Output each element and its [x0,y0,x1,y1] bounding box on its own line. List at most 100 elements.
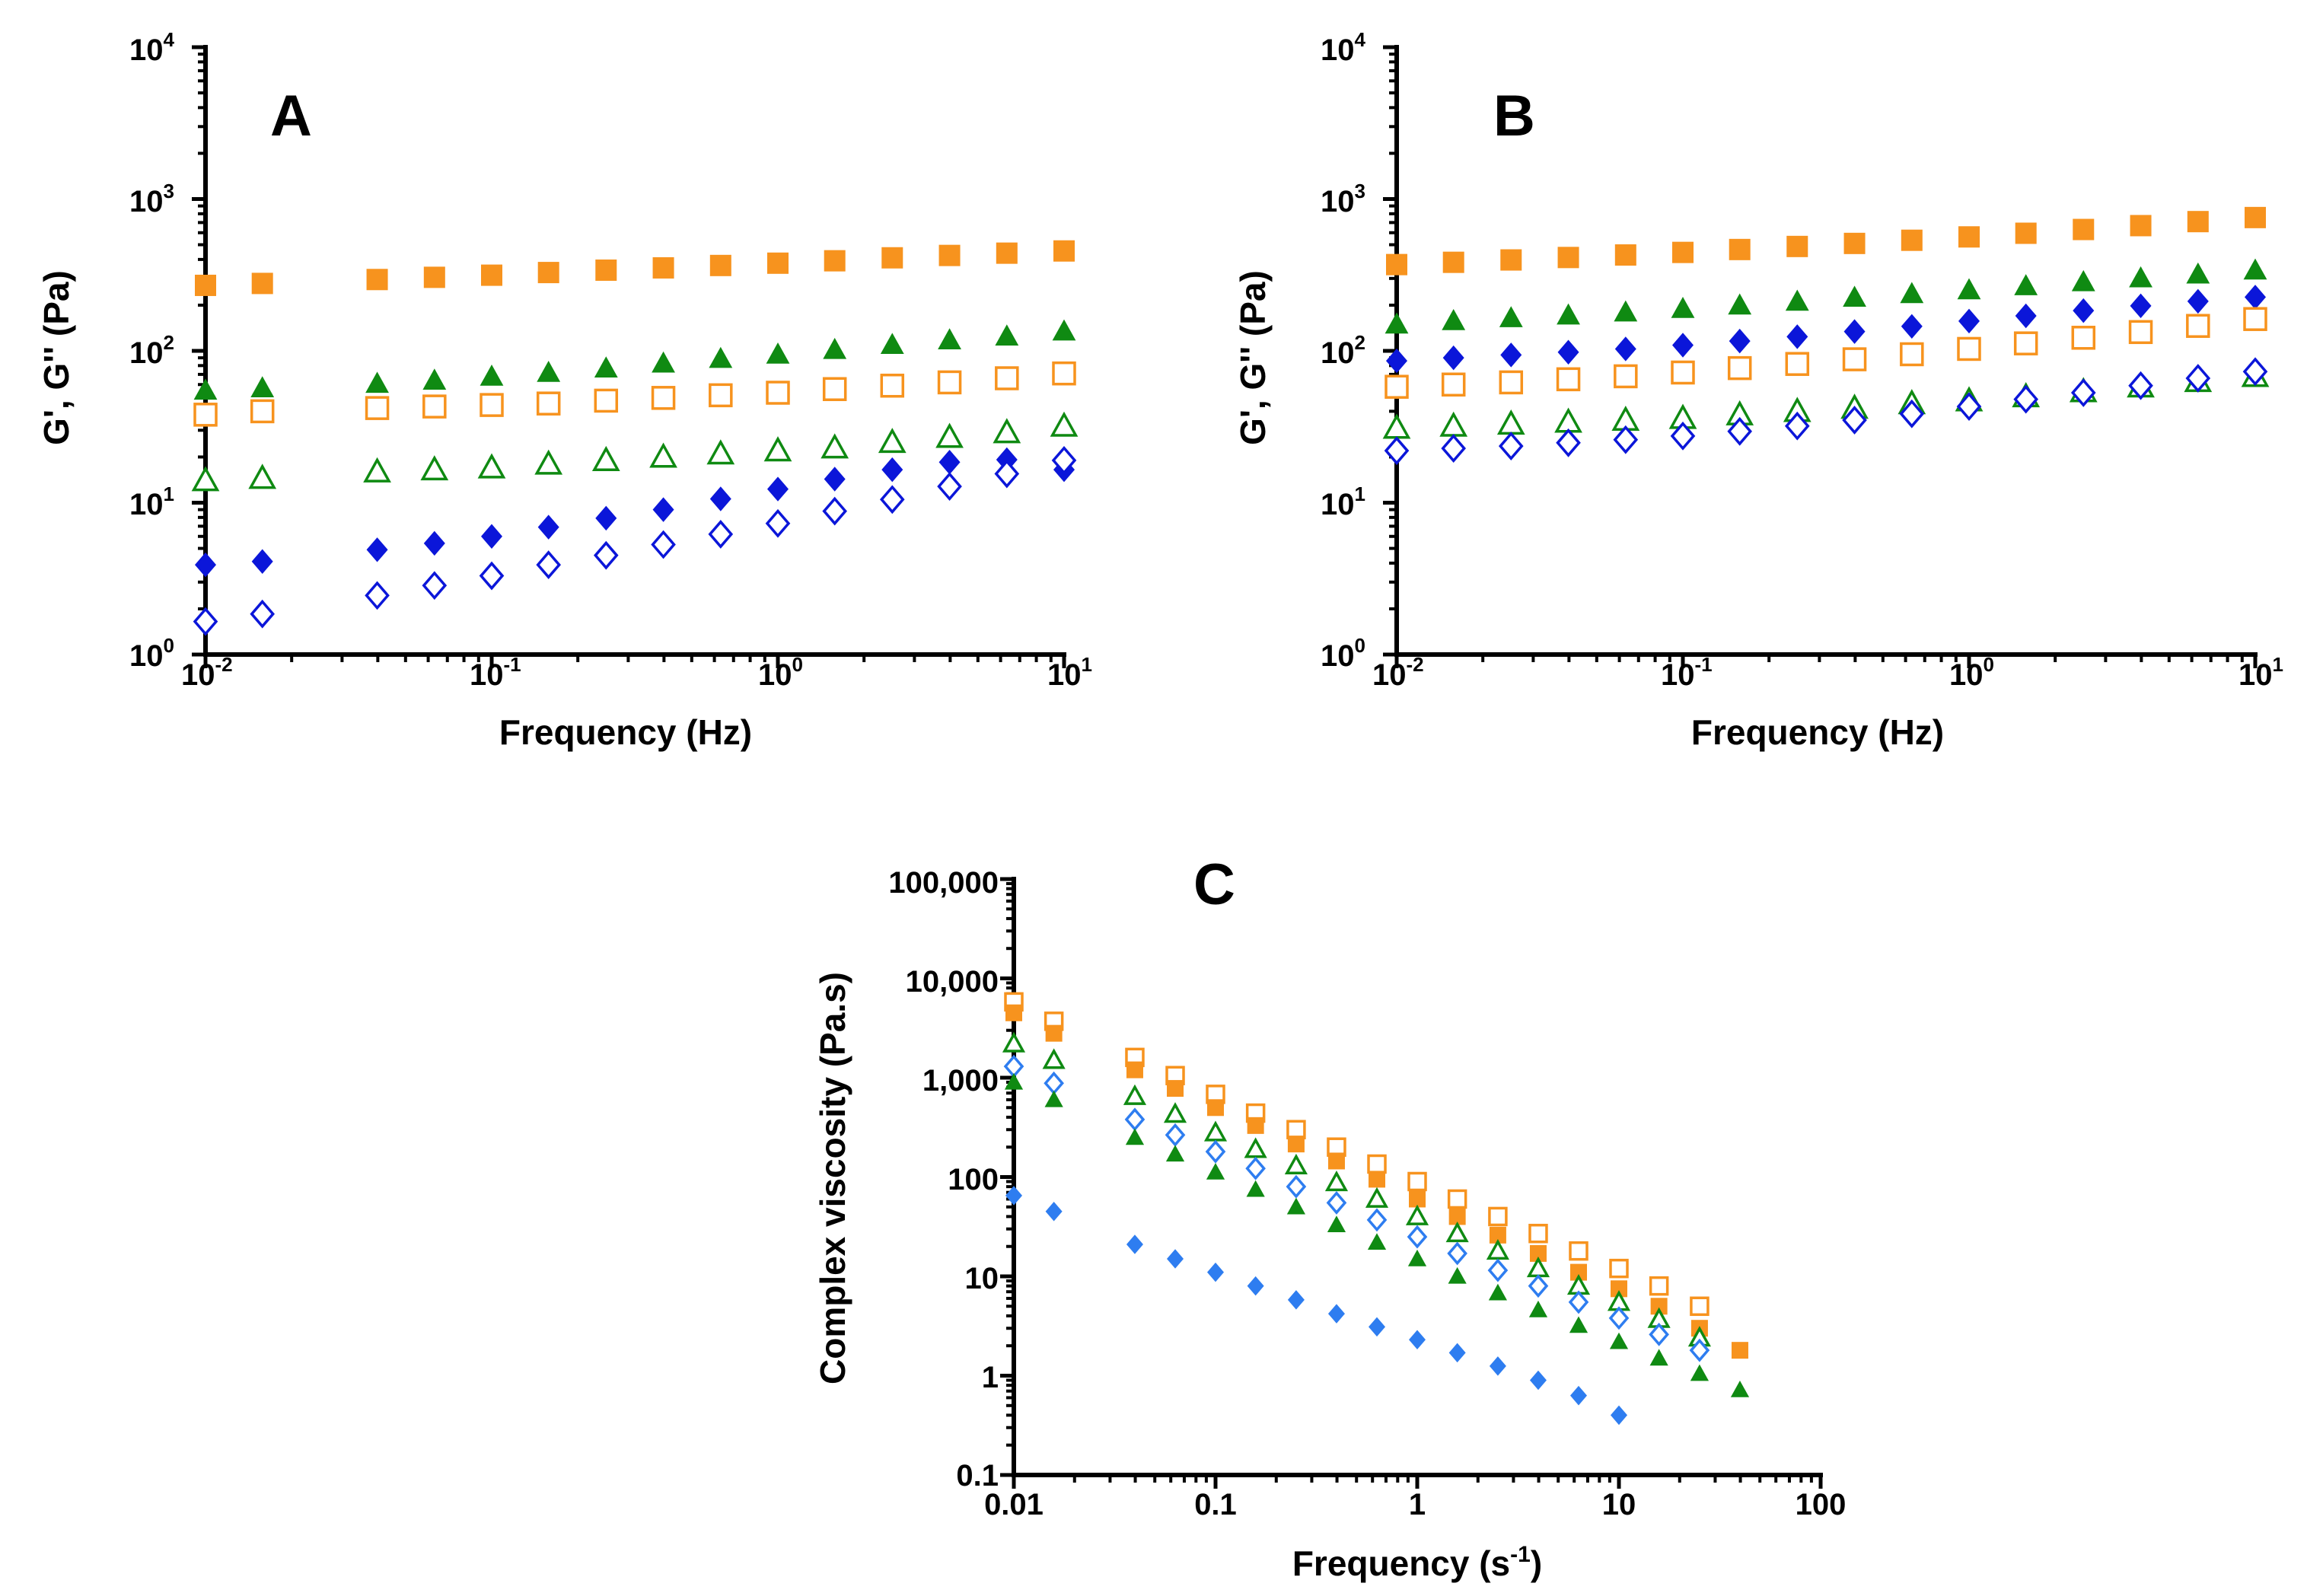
lightblue-filled-diamond-marker [1327,1304,1345,1324]
orange-filled-square-marker [2245,206,2266,228]
panel-b-label: B [1493,84,1535,148]
panel-c-ytick-label: 1 [982,1361,999,1394]
green-open-triangle-marker [878,428,907,454]
lightblue-filled-diamond-marker [1409,1330,1426,1350]
orange-filled-square-marker [1167,1080,1184,1097]
orange-open-square-marker [1052,361,1076,386]
navy-open-diamond-marker [1784,411,1810,441]
orange-open-square-marker [709,383,733,408]
green-filled-triangle-marker [1407,1249,1427,1266]
green-filled-triangle-marker [1614,300,1638,322]
orange-open-square-marker [1488,1206,1508,1227]
orange-filled-square-marker [423,266,445,288]
panel-a-label: A [270,84,312,148]
orange-filled-square-marker [1650,1298,1668,1315]
green-open-triangle-marker [1042,1048,1066,1069]
orange-open-square-marker [1447,1189,1467,1209]
navy-filled-diamond-marker [824,467,846,492]
green-open-triangle-marker [1486,1238,1509,1260]
green-open-triangle-marker [363,457,391,483]
orange-filled-square-marker [1442,251,1464,273]
panel-c-ytick-label: 0.1 [956,1459,999,1492]
green-filled-triangle-marker [594,356,618,377]
orange-open-square-marker [651,386,676,410]
green-filled-triangle-marker [1557,303,1580,325]
green-open-triangle-marker [1203,1120,1228,1142]
navy-open-diamond-marker [879,485,905,514]
green-open-triangle-marker [191,466,220,492]
panel-b-y-axis-title: G', G'' (Pa) [1233,270,1273,445]
orange-filled-square-marker [1729,238,1751,260]
orange-open-square-marker [1528,1223,1548,1244]
orange-open-square-marker [1556,367,1581,392]
navy-open-diamond-marker [365,581,390,610]
green-filled-triangle-marker [2186,262,2210,284]
green-open-triangle-marker [821,433,849,459]
lightblue-filled-diamond-marker [1207,1262,1224,1282]
orange-filled-square-marker [1611,1280,1627,1298]
green-filled-triangle-marker [938,328,961,349]
orange-filled-square-marker [1207,1099,1224,1117]
orange-filled-square-marker [195,274,216,296]
navy-filled-diamond-marker [1672,333,1694,358]
panel-b-xtick-label: 101 [2238,653,2283,692]
orange-filled-square-marker [1500,249,1522,271]
green-filled-triangle-marker [1900,282,1924,304]
green-open-triangle-marker [1123,1084,1147,1105]
orange-filled-square-marker [1529,1244,1547,1262]
green-filled-triangle-marker [652,351,675,373]
orange-open-square-marker [250,399,275,424]
green-open-triangle-marker [993,418,1021,444]
orange-filled-square-marker [537,262,559,284]
lightblue-open-diamond-marker [1165,1123,1186,1147]
orange-filled-square-marker [2073,218,2095,241]
navy-filled-diamond-marker [1729,328,1751,354]
navy-filled-diamond-marker [881,457,903,483]
green-open-triangle-marker [1439,411,1468,437]
navy-filled-diamond-marker [2073,298,2095,323]
orange-filled-square-marker [2187,211,2209,233]
orange-open-square-marker [1671,360,1695,385]
panel-a-markers [191,240,1079,636]
navy-open-diamond-marker [2013,384,2039,414]
panel-c-ytick-label: 10 [965,1262,999,1295]
orange-open-square-marker [766,381,790,405]
orange-filled-square-marker [2130,215,2152,237]
panel-c-label: C [1193,852,1235,917]
orange-open-square-marker [1385,374,1409,399]
navy-open-diamond-marker [822,496,848,526]
navy-filled-diamond-marker [195,552,216,578]
green-open-triangle-marker [763,436,792,462]
green-filled-triangle-marker [1528,1300,1548,1317]
panel-c-xtick-label: 0.01 [984,1488,1044,1521]
orange-filled-square-marker [1786,235,1808,257]
orange-open-square-marker [880,373,905,398]
orange-open-square-marker [2128,320,2153,345]
panel-a: A 10-2 10-1 100 101 100 101 102 103 104 … [37,28,1092,752]
lightblue-open-diamond-marker [1286,1174,1307,1199]
green-filled-triangle-marker [1052,319,1076,341]
orange-open-square-marker [822,377,847,401]
orange-filled-square-marker [1448,1208,1466,1225]
orange-filled-square-marker [2015,222,2037,244]
green-filled-triangle-marker [1385,312,1409,334]
navy-filled-diamond-marker [1500,342,1522,368]
green-filled-triangle-marker [1246,1180,1265,1197]
green-open-triangle-marker [1445,1222,1469,1243]
panel-a-xtick-label: 10-1 [470,653,521,692]
navy-filled-diamond-marker [1386,348,1407,374]
lightblue-filled-diamond-marker [1529,1370,1547,1391]
orange-filled-square-marker [652,256,674,279]
orange-filled-square-marker [595,259,617,281]
navy-open-diamond-marker [1613,425,1639,454]
green-open-triangle-marker [706,439,735,465]
orange-filled-square-marker [824,250,846,272]
lightblue-open-diamond-marker [1608,1306,1630,1330]
lightblue-filled-diamond-marker [1005,1186,1022,1206]
orange-filled-square-marker [1369,1171,1386,1188]
lightblue-filled-diamond-marker [1570,1385,1588,1406]
navy-filled-diamond-marker [481,524,502,549]
navy-filled-diamond-marker [1442,345,1464,371]
green-open-triangle-marker [1002,1031,1026,1053]
navy-open-diamond-marker [937,472,962,502]
